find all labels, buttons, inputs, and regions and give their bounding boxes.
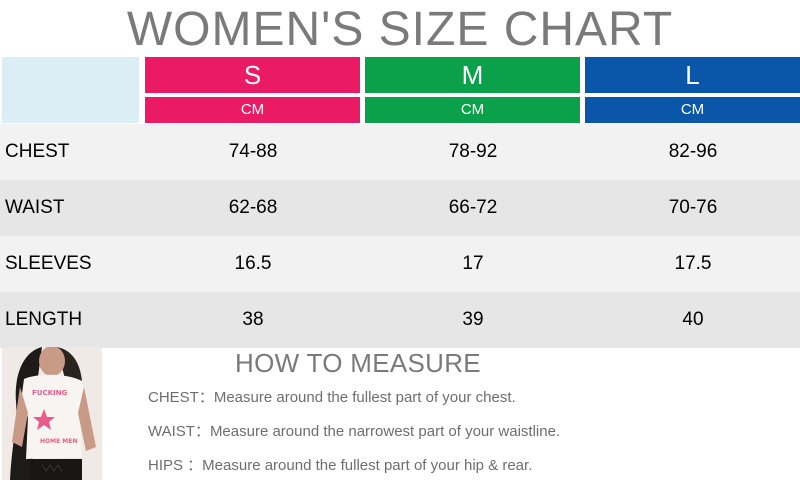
how-to-measure-title: HOW TO MEASURE — [235, 348, 481, 378]
instruction-hips: HIPS ：Measure around the fullest part of… — [148, 457, 533, 474]
table-row-length: LENGTH 38 39 40 — [0, 292, 800, 348]
size-header-l: L — [585, 57, 800, 93]
row-label: CHEST — [5, 141, 70, 162]
cell-value: 66-72 — [448, 197, 498, 218]
table-row-chest: CHEST 74-88 78-92 82-96 — [0, 124, 800, 180]
instruction-waist: WAIST：Measure around the narrowest part … — [148, 423, 561, 440]
cell-value: 78-92 — [448, 141, 498, 162]
instruction-chest: CHEST：Measure around the fullest part of… — [148, 389, 516, 406]
unit-header-m: CM — [365, 97, 580, 123]
cell-value: 17.5 — [674, 253, 712, 274]
chart-title: WOMEN'S SIZE CHART — [126, 3, 674, 56]
size-header-m: M — [365, 57, 580, 93]
cell-value: 16.5 — [234, 253, 272, 274]
size-header-s: S — [145, 57, 360, 93]
shirt-text-top: FUCKING — [32, 389, 67, 397]
unit-header-l: CM — [585, 97, 800, 123]
cell-value: 39 — [462, 309, 484, 330]
row-label: SLEEVES — [5, 253, 92, 274]
table-row-waist: WAIST 62-68 66-72 70-76 — [0, 180, 800, 236]
cell-value: 82-96 — [668, 141, 718, 162]
row-label: LENGTH — [5, 309, 83, 330]
model-photo: FUCKING HOME MEN — [2, 347, 102, 480]
shirt-text-bottom: HOME MEN — [40, 438, 77, 445]
cell-value: 40 — [682, 309, 704, 330]
header-blank-cell — [2, 57, 139, 123]
cell-value: 38 — [242, 309, 264, 330]
cell-value: 74-88 — [228, 141, 278, 162]
cell-value: 62-68 — [228, 197, 278, 218]
cell-value: 17 — [462, 253, 484, 274]
table-row-sleeves: SLEEVES 16.5 17 17.5 — [0, 236, 800, 292]
row-label: WAIST — [5, 197, 65, 218]
cell-value: 70-76 — [668, 197, 718, 218]
unit-header-s: CM — [145, 97, 360, 123]
